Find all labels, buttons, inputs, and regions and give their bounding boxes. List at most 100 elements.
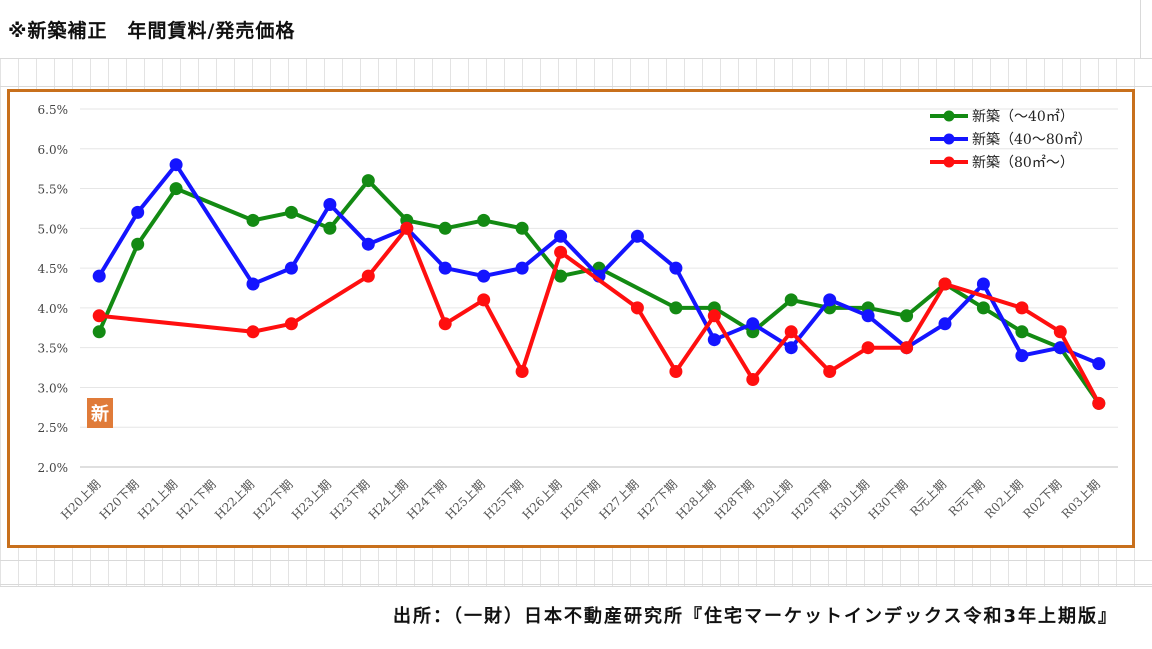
data-point — [246, 325, 260, 339]
data-point — [1015, 325, 1029, 339]
data-point — [131, 205, 145, 219]
legend-label: 新築（80㎡～） — [972, 155, 1074, 171]
x-tick-label: R元上期 — [907, 477, 949, 519]
x-tick-label: H20下期 — [97, 477, 142, 522]
series-line — [97, 178, 1101, 406]
data-point — [938, 317, 952, 331]
data-point — [554, 245, 568, 259]
data-point — [861, 309, 875, 323]
data-point — [323, 198, 337, 211]
data-point — [515, 365, 529, 378]
sheet-column-line — [1140, 0, 1141, 58]
y-tick-label: 2.5% — [38, 421, 69, 435]
y-tick-label: 5.5% — [38, 183, 69, 197]
x-tick-label: H28下期 — [712, 477, 757, 522]
x-tick-label: H26下期 — [558, 477, 603, 522]
data-point — [1092, 396, 1106, 410]
y-tick-label: 4.5% — [38, 262, 69, 276]
data-point — [438, 221, 452, 235]
data-point — [515, 221, 529, 235]
x-tick-label: H30下期 — [866, 477, 911, 522]
source-citation: 出所：（一財）日本不動産研究所『住宅マーケットインデックス令和3年上期版』 — [393, 606, 1118, 627]
data-point — [707, 309, 721, 323]
data-point — [1015, 349, 1029, 363]
x-tick-label: H26上期 — [520, 477, 565, 522]
data-point — [976, 301, 990, 315]
data-point — [746, 317, 760, 331]
legend-label: 新築（40～80㎡） — [972, 132, 1092, 148]
data-point — [900, 341, 914, 355]
x-tick-label: R元下期 — [946, 477, 988, 519]
x-tick-label: H23上期 — [289, 477, 334, 522]
x-tick-label: H30上期 — [827, 477, 872, 522]
data-point — [938, 277, 952, 291]
y-tick-label: 5.0% — [38, 222, 69, 236]
x-tick-label: H22下期 — [250, 477, 295, 522]
legend-swatch-marker — [943, 156, 955, 168]
data-point — [554, 229, 568, 243]
data-point — [976, 277, 990, 291]
data-point — [92, 269, 106, 283]
data-point — [477, 213, 491, 227]
data-point — [438, 317, 452, 331]
line-chart: 2.0% 2.5% 3.0% 3.5% 4.0% 4.5% 5.0% 5.5% 6.0% 6.5%… — [38, 103, 1118, 522]
data-point — [784, 325, 798, 339]
data-point — [92, 309, 106, 323]
data-point — [246, 277, 260, 291]
y-tick-label: 3.5% — [38, 342, 69, 356]
chart-frame[interactable]: 2.0% 2.5% 3.0% 3.5% 4.0% 4.5% 5.0% 5.5% 6.0% 6.5%… — [7, 89, 1135, 548]
data-point — [630, 229, 644, 243]
data-point — [169, 158, 183, 172]
legend-label: 新築（～40㎡） — [972, 109, 1074, 125]
legend-swatch-marker — [943, 133, 955, 145]
data-point — [477, 269, 491, 283]
data-point — [1092, 357, 1106, 371]
x-tick-label: H27上期 — [596, 477, 641, 522]
data-point — [861, 341, 875, 355]
data-point — [784, 341, 798, 355]
data-point — [707, 333, 721, 347]
source-band — [0, 586, 1152, 649]
x-tick-label: H29上期 — [750, 477, 795, 522]
series-line — [97, 162, 1101, 366]
sheet-row-line — [0, 58, 1152, 59]
x-tick-label: R03上期 — [1059, 477, 1103, 521]
data-point — [361, 174, 375, 188]
y-tick-label: 6.0% — [38, 143, 69, 157]
y-tick-label: 2.0% — [38, 461, 69, 475]
x-tick-label: H28上期 — [673, 477, 718, 522]
sheet-row-line — [0, 560, 1152, 561]
data-point — [284, 317, 298, 331]
data-point — [246, 213, 260, 227]
data-point — [784, 293, 798, 307]
data-point — [438, 261, 452, 275]
data-point — [1015, 301, 1029, 315]
data-point — [554, 269, 568, 283]
data-point — [823, 293, 837, 307]
data-point — [361, 269, 375, 283]
sheet-row-line — [0, 584, 1152, 585]
data-point — [746, 373, 760, 386]
x-tick-label: H20上期 — [58, 477, 103, 522]
data-point — [169, 182, 183, 196]
x-tick-label: H21上期 — [135, 477, 180, 522]
x-tick-label: H23下期 — [327, 477, 372, 522]
x-tick-label: R02上期 — [982, 477, 1026, 521]
data-point — [823, 365, 837, 378]
x-tick-label: R02下期 — [1020, 477, 1064, 521]
data-point — [515, 261, 529, 275]
data-point — [400, 221, 414, 235]
legend-swatch-marker — [943, 110, 955, 122]
data-point — [630, 301, 644, 315]
data-point — [669, 301, 683, 315]
x-tick-label: H21下期 — [174, 477, 219, 522]
data-point — [323, 221, 337, 235]
sheet-row-line — [0, 86, 1152, 87]
data-point — [131, 237, 145, 251]
x-tick-label: H24下期 — [404, 477, 449, 522]
data-point — [669, 261, 683, 275]
new-badge — [87, 398, 113, 428]
data-point — [669, 365, 683, 378]
y-tick-label: 6.5% — [38, 103, 69, 117]
data-point — [284, 205, 298, 219]
